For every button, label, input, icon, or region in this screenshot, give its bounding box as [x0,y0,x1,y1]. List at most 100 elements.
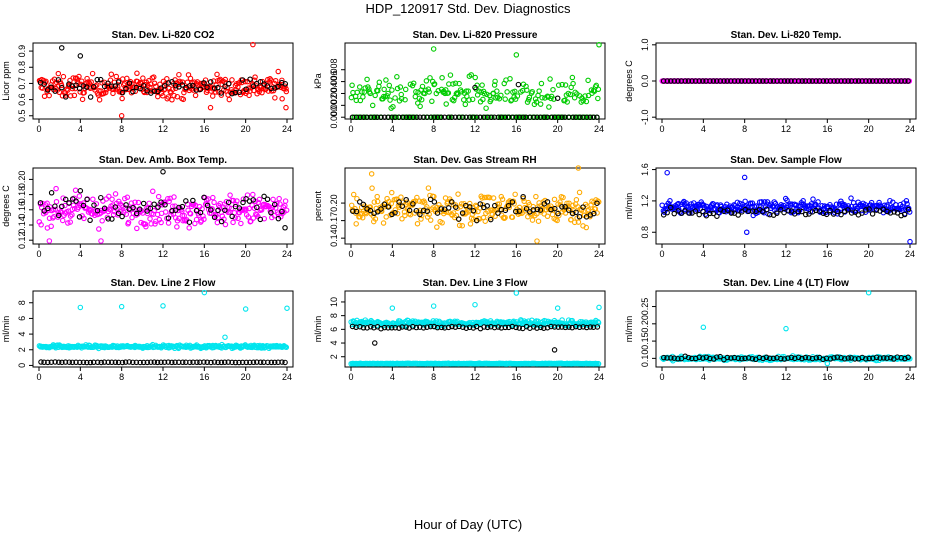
y-axis-label: ml/min [1,316,11,343]
data-point [667,198,673,204]
data-point [137,85,143,92]
data-point [675,356,681,362]
data-point [484,324,491,331]
data-point [80,359,87,366]
data-point [171,92,177,99]
data-point [140,359,147,366]
data-point [119,89,126,96]
data-point [350,208,356,214]
x-tick-label: 20 [864,249,874,259]
data-point [66,359,72,365]
data-point [554,305,561,311]
data-point [700,355,706,361]
data-point [591,114,597,120]
data-point [823,211,830,218]
data-point [466,114,473,120]
data-point [696,354,703,361]
data-point [204,359,211,366]
data-point [414,194,420,201]
data-point [488,323,494,330]
data-point [187,211,194,217]
data-point [144,359,151,366]
y-tick-label: 0.6 [17,93,27,106]
data-point [129,214,135,221]
data-point [357,114,363,120]
data-point [555,82,562,88]
x-tick-label: 4 [390,372,395,382]
data-point [90,84,97,90]
y-tick-label: 0.15 [640,332,650,350]
data-point [76,85,83,92]
data-point [401,209,408,215]
data-point [660,78,667,84]
data-point [396,114,402,120]
data-point [133,210,140,217]
data-point [778,206,784,213]
y-tick-label: 10 [329,297,339,307]
data-point [222,334,228,340]
data-point [236,89,242,96]
data-point [98,238,104,244]
data-point [508,98,514,104]
data-point [225,359,232,365]
data-point [434,114,441,120]
data-point [194,359,200,366]
data-point [785,78,791,84]
data-point [45,205,51,212]
data-point [427,323,434,330]
y-axis-label: ml/min [313,316,323,343]
data-point [438,206,445,212]
x-tick-label: 24 [282,124,292,134]
data-point [48,190,55,196]
data-point [526,94,533,101]
data-point [547,76,553,82]
data-point [833,201,840,207]
data-point [721,78,727,84]
data-point [48,223,54,230]
data-point [800,198,806,204]
x-tick-label: 4 [701,124,706,134]
data-point [258,207,265,213]
data-point [745,78,752,84]
data-point [392,209,398,216]
data-point [427,196,434,203]
data-point [873,207,880,213]
data-point [480,96,486,103]
data-point [97,76,104,83]
data-point [534,238,540,244]
data-point [791,211,798,217]
data-point [357,199,363,205]
data-point [529,88,535,95]
data-point [165,195,171,202]
data-point [492,78,498,85]
data-point [501,215,508,222]
data-point [799,78,805,84]
data-point [573,197,580,203]
data-point [551,324,558,330]
data-point [403,197,409,203]
data-point [884,78,890,84]
data-point [498,193,505,200]
data-point [902,78,908,84]
data-point [442,90,448,97]
data-point [585,77,591,84]
data-point [243,206,249,212]
data-point [774,210,780,217]
data-point [778,355,784,362]
x-tick-label: 8 [119,124,124,134]
data-point [473,217,480,224]
data-point [367,323,374,330]
data-point [250,197,256,203]
data-point [552,205,558,212]
data-point [481,324,487,330]
data-point [275,215,282,222]
data-point [123,211,130,217]
y-axis-label: Licor ppm [1,61,11,101]
data-point [813,78,819,84]
data-point [367,90,373,97]
data-point [371,114,378,120]
data-point [491,324,498,331]
x-tick-label: 8 [119,372,124,382]
data-point [272,77,279,84]
data-point [703,354,710,360]
